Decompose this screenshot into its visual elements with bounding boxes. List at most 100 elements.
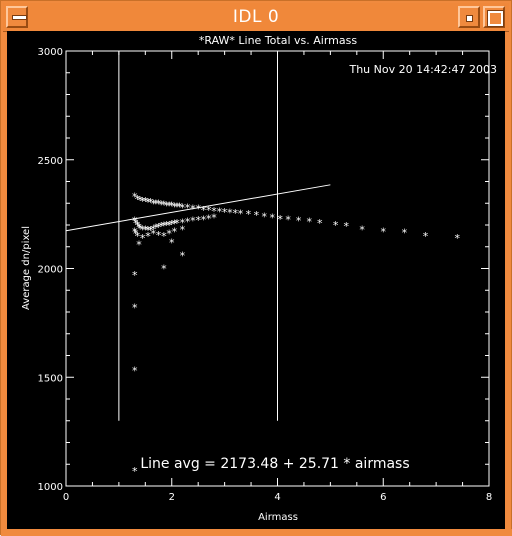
data-point: * (306, 216, 312, 229)
data-point: * (211, 211, 217, 224)
data-point: * (145, 196, 151, 209)
data-point: * (156, 229, 162, 242)
y-tick-label: 2000 (38, 265, 63, 276)
airmass-plot: *RAW* Line Total vs. Airmass Thu Nov 20 … (21, 34, 497, 523)
data-point: * (211, 205, 217, 218)
data-point: * (262, 210, 268, 223)
data-point: * (136, 239, 142, 252)
window-menu-icon (13, 16, 26, 19)
y-tick-label: 2500 (38, 156, 63, 167)
data-point: * (201, 214, 207, 227)
data-point: * (254, 209, 260, 222)
plot-timestamp: Thu Nov 20 14:42:47 2003 (348, 63, 497, 76)
data-point: * (285, 214, 291, 227)
data-point: * (174, 217, 180, 230)
data-point: * (172, 226, 178, 239)
maximize-icon (488, 11, 503, 26)
data-point: * (132, 215, 138, 228)
data-point: * (359, 223, 365, 236)
data-point: * (227, 206, 233, 219)
data-point: * (172, 217, 178, 230)
data-point: * (132, 226, 138, 239)
data-point: * (166, 228, 172, 241)
data-point: * (317, 217, 323, 230)
data-point: * (232, 207, 238, 220)
data-point: * (143, 223, 149, 236)
data-point: * (180, 216, 186, 229)
data-point: * (136, 221, 142, 234)
x-tick-label: 0 (63, 492, 69, 503)
data-point: * (246, 208, 252, 221)
window-title: IDL 0 (232, 7, 280, 27)
data-point: * (140, 232, 146, 245)
data-point: * (402, 227, 408, 240)
window-menu-button[interactable] (6, 6, 28, 28)
data-point: * (133, 217, 139, 230)
data-point: * (143, 195, 149, 208)
x-tick-label: 4 (274, 492, 280, 503)
y-tick-label: 1500 (38, 373, 63, 384)
data-point: * (145, 224, 151, 237)
data-point: * (132, 269, 138, 282)
axes: 0 2 4 6 8 1000 1500 2000 2500 3000 (38, 47, 493, 503)
data-point: * (381, 226, 387, 239)
fit-equation: Line avg = 2173.48 + 25.71 * airmass (140, 456, 409, 472)
x-tick-label: 2 (169, 492, 175, 503)
data-point: * (135, 219, 141, 232)
data-point: * (135, 193, 141, 206)
data-point: * (206, 204, 212, 217)
data-point: * (137, 194, 143, 207)
data-point: * (277, 213, 283, 226)
y-axis-label: Average dn/pixel (21, 226, 32, 310)
data-point: * (195, 214, 201, 227)
minimize-button[interactable] (458, 6, 480, 28)
data-point: * (166, 219, 172, 232)
data-point: * (158, 220, 164, 233)
data-point: * (180, 249, 186, 262)
minimize-icon (466, 15, 473, 22)
data-point: * (164, 219, 170, 232)
data-point: * (153, 222, 159, 235)
data-point: * (201, 204, 207, 217)
data-point: * (177, 201, 183, 214)
data-point: * (135, 230, 141, 243)
data-point: * (148, 196, 154, 209)
data-marks: ******************* * * * * * * * * * * * * * * * * * * * * *… (132, 191, 461, 478)
data-point: * (148, 224, 154, 237)
x-axis-label: Airmass (258, 512, 298, 523)
data-point: * (423, 230, 429, 243)
title-bar[interactable]: IDL 0 (3, 3, 509, 32)
data-point: * (150, 197, 156, 210)
plot-canvas: *RAW* Line Total vs. Airmass Thu Nov 20 … (7, 31, 505, 529)
data-point: * (140, 195, 146, 208)
data-point: * (455, 232, 461, 245)
data-point: * (132, 191, 138, 204)
data-point: * (195, 203, 201, 216)
maximize-button[interactable] (483, 6, 505, 28)
data-point: * (166, 199, 172, 212)
data-point: * (169, 199, 175, 212)
y-tick-label: 3000 (38, 47, 63, 58)
data-point: * (153, 197, 159, 210)
window-bottom-frame (1, 529, 512, 536)
data-point: * (180, 202, 186, 215)
data-point: * (156, 221, 162, 234)
data-point: * (132, 465, 138, 478)
plot-title: *RAW* Line Total vs. Airmass (199, 34, 357, 47)
data-point: * (190, 203, 196, 216)
data-point: * (296, 215, 302, 228)
data-point: * (190, 215, 196, 228)
data-point: * (161, 230, 167, 243)
data-point: * (133, 228, 139, 241)
data-point: * (140, 223, 146, 236)
fit-line (65, 184, 331, 232)
data-point: * (206, 212, 212, 225)
data-point: * (161, 198, 167, 211)
data-point: * (185, 202, 191, 215)
data-point: * (174, 201, 180, 214)
data-point: * (185, 216, 191, 229)
data-point: * (161, 219, 167, 232)
data-point: * (333, 219, 339, 232)
data-point: * (132, 365, 138, 378)
